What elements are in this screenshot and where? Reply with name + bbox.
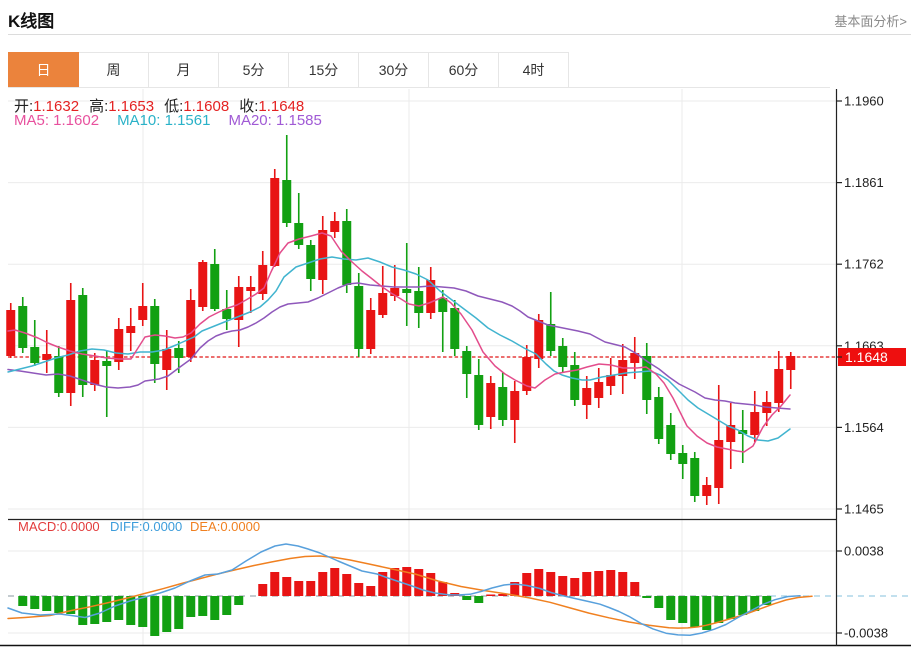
svg-text:1.1648: 1.1648	[845, 349, 888, 365]
svg-text:1.1861: 1.1861	[844, 175, 884, 190]
svg-text:-0.0038: -0.0038	[844, 626, 888, 641]
svg-text:MACD:0.0000: MACD:0.0000	[18, 519, 100, 534]
svg-text:1.1564: 1.1564	[844, 420, 884, 435]
svg-text:1.1762: 1.1762	[844, 257, 884, 272]
svg-text:1.1960: 1.1960	[844, 94, 884, 109]
svg-text:DEA:0.0000: DEA:0.0000	[190, 519, 260, 534]
svg-text:DIFF:0.0000: DIFF:0.0000	[110, 519, 182, 534]
svg-text:1.1465: 1.1465	[844, 502, 884, 517]
svg-text:0.0038: 0.0038	[844, 544, 884, 559]
